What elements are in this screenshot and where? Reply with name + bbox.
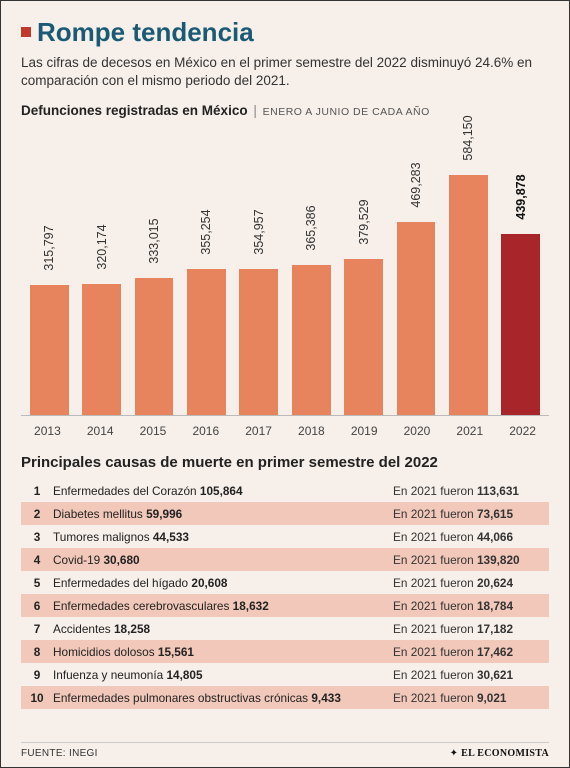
x-tick: 2018 <box>285 420 338 438</box>
cause-prev: En 2021 fueron 17,462 <box>393 645 543 659</box>
table-row: 7Accidentes 18,258En 2021 fueron 17,182 <box>21 617 549 640</box>
brand-text: EL ECONOMISTA <box>461 748 549 759</box>
cause-rank: 1 <box>27 484 47 498</box>
cause-rank: 8 <box>27 645 47 659</box>
x-tick: 2019 <box>338 420 391 438</box>
cause-rank: 10 <box>27 691 47 705</box>
cause-name: Covid-19 30,680 <box>47 553 393 567</box>
chart-x-axis: 2013201420152016201720182019202020212022 <box>21 420 549 438</box>
source-value: INEGI <box>69 748 98 759</box>
cause-prev: En 2021 fueron 73,615 <box>393 507 543 521</box>
bar-value-label: 469,283 <box>409 163 423 208</box>
cause-name: Enfermedades cerebrovasculares 18,632 <box>47 599 393 613</box>
cause-prev: En 2021 fueron 9,021 <box>393 691 543 705</box>
table-row: 2Diabetes mellitus 59,996En 2021 fueron … <box>21 502 549 525</box>
table-title: Principales causas de muerte en primer s… <box>21 454 549 471</box>
footer: FUENTE: INEGI ✦ EL ECONOMISTA <box>21 742 549 759</box>
table-row: 8Homicidios dolosos 15,561En 2021 fueron… <box>21 640 549 663</box>
bar-wrap: 469,283 <box>390 126 442 415</box>
bar-wrap: 355,254 <box>180 126 232 415</box>
table-row: 3Tumores malignos 44,533En 2021 fueron 4… <box>21 525 549 548</box>
x-tick: 2016 <box>179 420 232 438</box>
bar <box>344 259 383 415</box>
bar-value-label: 379,529 <box>357 200 371 245</box>
chart-title-bold: Defunciones registradas en México <box>21 103 248 118</box>
table-row: 10Enfermedades pulmonares obstructivas c… <box>21 686 549 709</box>
pipe-separator: | <box>253 103 257 118</box>
bar-value-label: 354,957 <box>252 210 266 255</box>
bar-value-label: 439,878 <box>514 175 528 220</box>
x-tick: 2022 <box>496 420 549 438</box>
bar-wrap: 320,174 <box>75 126 127 415</box>
x-tick: 2014 <box>74 420 127 438</box>
cause-prev: En 2021 fueron 139,820 <box>393 553 543 567</box>
x-tick: 2015 <box>127 420 180 438</box>
bar <box>187 269 226 415</box>
cause-prev: En 2021 fueron 20,624 <box>393 576 543 590</box>
bar-wrap: 439,878 <box>495 126 547 415</box>
bar-chart: 315,797 320,174 333,015 355,254 354,957 365,3… <box>21 126 549 416</box>
infographic-card: Rompe tendencia Las cifras de decesos en… <box>0 0 570 768</box>
bar-wrap: 354,957 <box>233 126 285 415</box>
cause-rank: 2 <box>27 507 47 521</box>
cause-rank: 4 <box>27 553 47 567</box>
bar-wrap: 333,015 <box>128 126 180 415</box>
cause-name: Diabetes mellitus 59,996 <box>47 507 393 521</box>
subtitle-text: Las cifras de decesos en México en el pr… <box>21 54 549 90</box>
table-row: 4Covid-19 30,680En 2021 fueron 139,820 <box>21 548 549 571</box>
cause-name: Tumores malignos 44,533 <box>47 530 393 544</box>
table-row: 9Infuenza y neumonía 14,805En 2021 fuero… <box>21 663 549 686</box>
bar-value-label: 315,797 <box>42 226 56 271</box>
cause-prev: En 2021 fueron 18,784 <box>393 599 543 613</box>
bar <box>397 222 436 415</box>
accent-square-icon <box>21 27 31 37</box>
cause-name: Infuenza y neumonía 14,805 <box>47 668 393 682</box>
bar-wrap: 365,386 <box>285 126 337 415</box>
bar-wrap: 379,529 <box>337 126 389 415</box>
bar-value-label: 365,386 <box>304 205 318 250</box>
cause-name: Enfermedades del Corazón 105,864 <box>47 484 393 498</box>
bar <box>82 284 121 416</box>
title-text: Rompe tendencia <box>37 17 254 47</box>
bar <box>135 278 174 415</box>
cause-prev: En 2021 fueron 30,621 <box>393 668 543 682</box>
bar-value-label: 320,174 <box>95 224 109 269</box>
cause-rank: 3 <box>27 530 47 544</box>
x-tick: 2017 <box>232 420 285 438</box>
table-row: 6Enfermedades cerebrovasculares 18,632En… <box>21 594 549 617</box>
table-row: 1Enfermedades del Corazón 105,864En 2021… <box>21 479 549 502</box>
bar <box>30 285 69 415</box>
bar <box>501 234 540 415</box>
table-row: 5Enfermedades del hígado 20,608En 2021 f… <box>21 571 549 594</box>
bar-value-label: 355,254 <box>199 210 213 255</box>
cause-rank: 7 <box>27 622 47 636</box>
causes-table: 1Enfermedades del Corazón 105,864En 2021… <box>21 479 549 709</box>
main-title: Rompe tendencia <box>21 17 549 48</box>
brand: ✦ EL ECONOMISTA <box>450 748 549 759</box>
cause-name: Enfermedades del hígado 20,608 <box>47 576 393 590</box>
bar-value-label: 333,015 <box>147 219 161 264</box>
bar <box>239 269 278 415</box>
cause-name: Homicidios dolosos 15,561 <box>47 645 393 659</box>
cause-rank: 9 <box>27 668 47 682</box>
bar-wrap: 315,797 <box>23 126 75 415</box>
cause-rank: 5 <box>27 576 47 590</box>
source-label: FUENTE: <box>21 748 66 759</box>
cause-prev: En 2021 fueron 44,066 <box>393 530 543 544</box>
cause-rank: 6 <box>27 599 47 613</box>
bar-value-label: 584,150 <box>461 115 475 160</box>
cause-prev: En 2021 fueron 17,182 <box>393 622 543 636</box>
source: FUENTE: INEGI <box>21 748 98 759</box>
x-tick: 2021 <box>443 420 496 438</box>
cause-name: Enfermedades pulmonares obstructivas cró… <box>47 691 393 705</box>
cause-prev: En 2021 fueron 113,631 <box>393 484 543 498</box>
bar <box>292 265 331 415</box>
cause-name: Accidentes 18,258 <box>47 622 393 636</box>
x-tick: 2020 <box>391 420 444 438</box>
bar <box>449 175 488 415</box>
x-tick: 2013 <box>21 420 74 438</box>
chart-period: ENERO A JUNIO DE CADA AÑO <box>263 106 430 118</box>
bar-wrap: 584,150 <box>442 126 494 415</box>
